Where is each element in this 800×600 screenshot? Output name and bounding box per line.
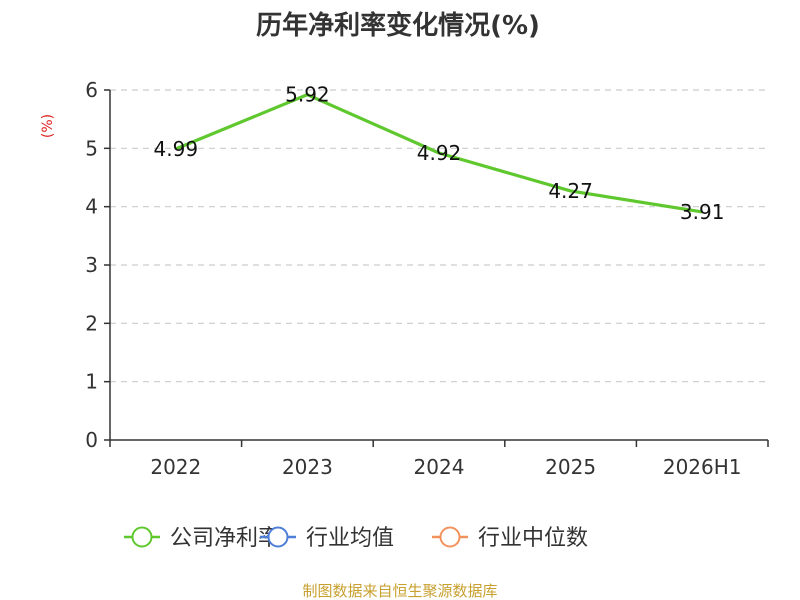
x-tick-label: 2026H1	[663, 455, 742, 479]
data-label: 4.27	[548, 179, 593, 203]
gridlines	[104, 89, 768, 441]
legend-item: 公司净利率	[124, 526, 280, 551]
legend-marker	[131, 526, 153, 548]
y-axis-label: (%)	[40, 114, 56, 138]
chart-title: 历年净利率变化情况(%)	[256, 10, 540, 41]
y-tick-label: 6	[85, 78, 98, 102]
y-tick-label: 3	[85, 253, 98, 277]
x-tick-label: 2022	[150, 455, 201, 479]
data-labels: 4.99 5.92 4.92 4.27 3.91	[154, 83, 725, 224]
x-tick-label: 2024	[414, 455, 465, 479]
legend-item: 行业均值	[260, 526, 394, 551]
legend-label: 行业中位数	[478, 526, 588, 551]
y-tick-label: 0	[85, 428, 98, 452]
data-label: 4.99	[154, 137, 199, 161]
legend-label: 行业均值	[306, 526, 394, 551]
legend: 公司净利率 行业均值 行业中位数	[124, 526, 588, 551]
data-label: 4.92	[417, 141, 462, 165]
series-line	[175, 93, 703, 214]
axes	[109, 90, 769, 447]
y-tick-label: 2	[85, 311, 98, 335]
source-note: 制图数据来自恒生聚源数据库	[302, 582, 497, 600]
legend-item: 行业中位数	[432, 526, 588, 551]
data-label: 3.91	[680, 200, 725, 224]
data-label: 5.92	[285, 83, 330, 107]
legend-label: 公司净利率	[170, 526, 280, 551]
y-tick-label: 4	[85, 195, 98, 219]
y-tick-label: 5	[85, 136, 98, 160]
series-lines	[175, 93, 703, 214]
y-tick-labels: 0 1 2 3 4 5 6	[85, 78, 98, 452]
x-tick-label: 2025	[545, 455, 596, 479]
x-tick-label: 2023	[282, 455, 333, 479]
legend-marker	[439, 526, 461, 548]
y-tick-label: 1	[85, 370, 98, 394]
legend-marker	[267, 526, 289, 548]
x-tick-labels: 2022 2023 2024 2025 2026H1	[150, 455, 741, 479]
